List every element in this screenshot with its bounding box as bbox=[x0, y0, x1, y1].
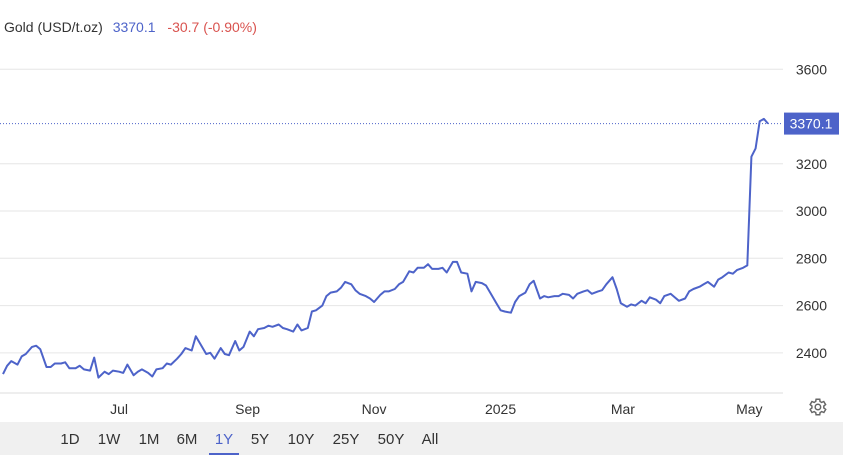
current-price: 3370.1 bbox=[112, 19, 156, 35]
range-button-5y[interactable]: 5Y bbox=[250, 431, 270, 448]
chart-header: Gold (USD/t.oz) 3370.1 -30.7 (-0.90%) bbox=[4, 19, 265, 35]
range-button-1y[interactable]: 1Y bbox=[209, 422, 239, 455]
time-range-bar: 1D 1W 1M 6M 1Y 5Y 10Y 25Y 50Y All bbox=[0, 422, 843, 455]
price-chart[interactable]: 2400 2600 2800 3000 3200 3600 Jul Sep Nov 2025 Mar… bbox=[0, 0, 843, 422]
range-button-1d[interactable]: 1D bbox=[60, 431, 80, 448]
price-line bbox=[2, 117, 769, 379]
x-tick-label: Jul bbox=[110, 401, 128, 417]
y-tick-label: 2800 bbox=[796, 250, 827, 266]
x-tick-label: 2025 bbox=[485, 401, 516, 417]
y-tick-label: 2400 bbox=[796, 345, 827, 361]
y-tick-label: 2600 bbox=[796, 298, 827, 314]
price-change: -30.7 (-0.90%) bbox=[167, 19, 257, 35]
range-button-50y[interactable]: 50Y bbox=[377, 431, 405, 448]
y-tick-label: 3600 bbox=[796, 61, 827, 77]
x-tick-label: Nov bbox=[362, 401, 387, 417]
y-tick-label: 3200 bbox=[796, 156, 827, 172]
last-price-tag-text: 3370.1 bbox=[790, 116, 833, 132]
range-button-1w[interactable]: 1W bbox=[97, 431, 121, 448]
instrument-title: Gold (USD/t.oz) bbox=[4, 19, 103, 35]
x-tick-label: Mar bbox=[611, 401, 635, 417]
range-button-all[interactable]: All bbox=[421, 431, 439, 448]
y-tick-label: 3000 bbox=[796, 203, 827, 219]
range-button-25y[interactable]: 25Y bbox=[332, 431, 360, 448]
x-tick-label: May bbox=[736, 401, 762, 417]
gear-icon[interactable] bbox=[806, 396, 828, 418]
range-button-10y[interactable]: 10Y bbox=[287, 431, 315, 448]
range-button-1m[interactable]: 1M bbox=[138, 431, 160, 448]
last-price-tag bbox=[784, 112, 839, 135]
x-tick-label: Sep bbox=[235, 401, 260, 417]
range-button-6m[interactable]: 6M bbox=[176, 431, 198, 448]
